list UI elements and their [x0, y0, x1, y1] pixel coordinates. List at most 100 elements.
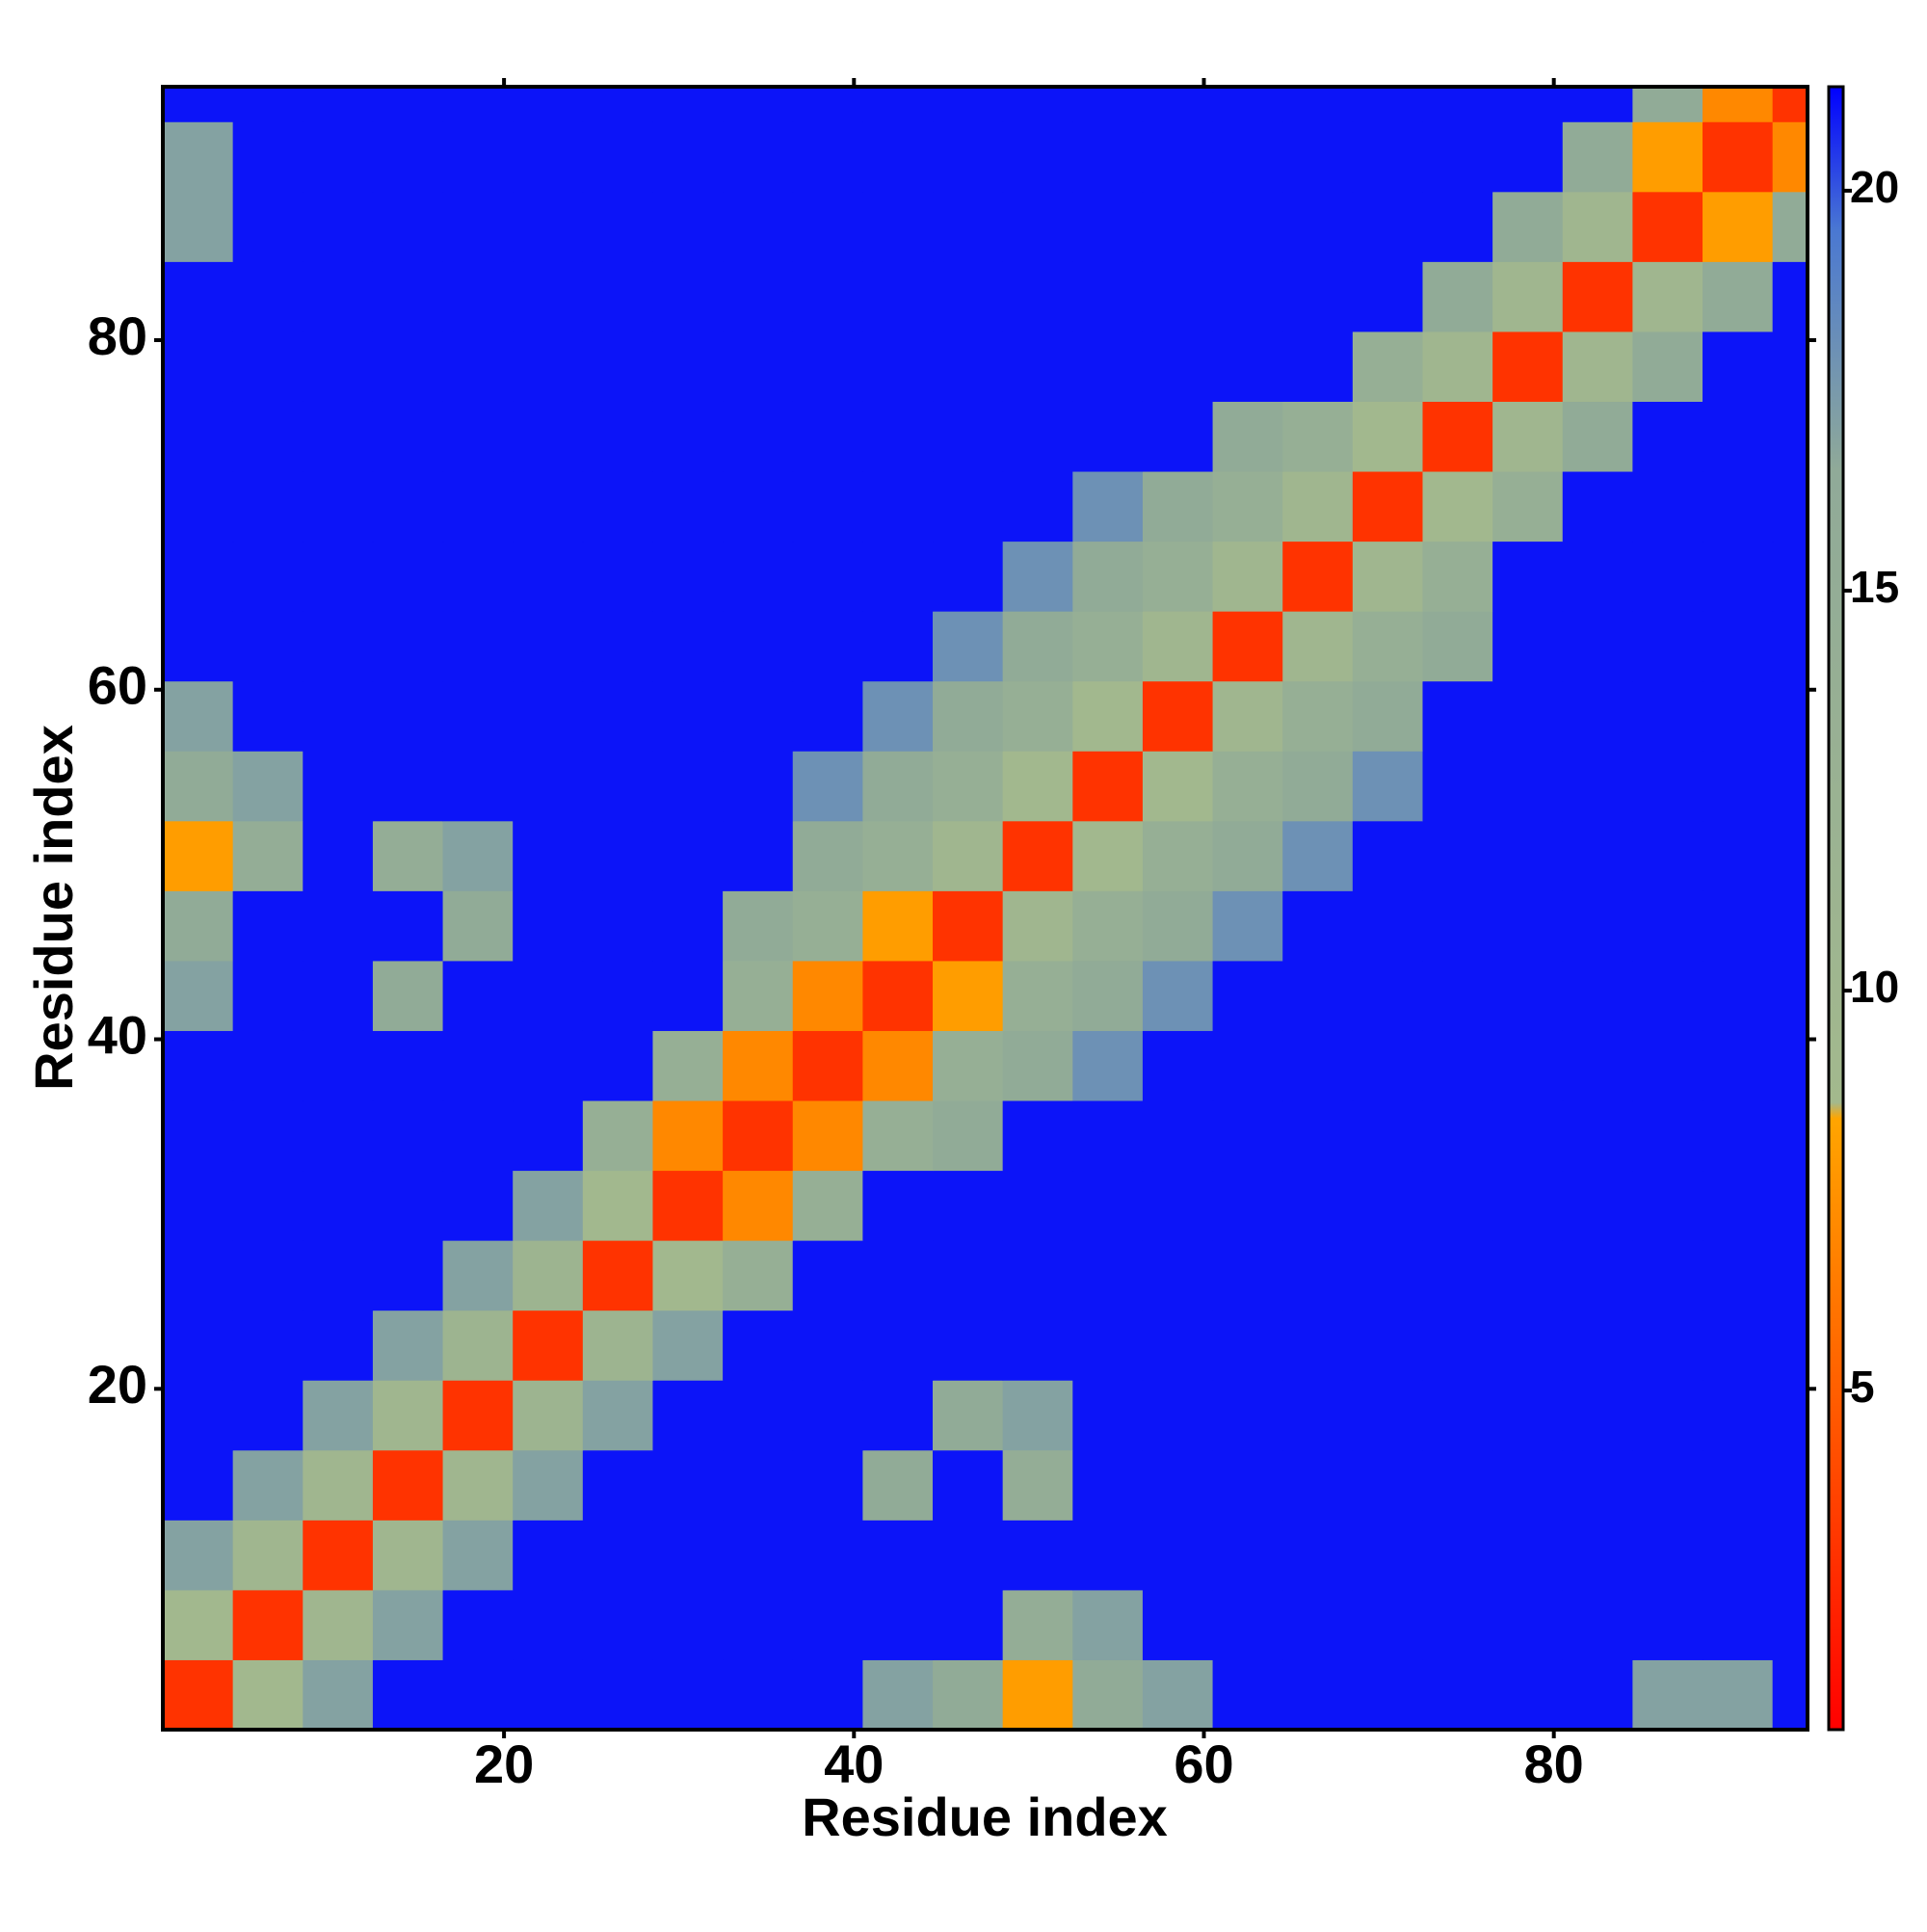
heatmap-cell: [1212, 960, 1283, 1031]
heatmap-cell: [862, 960, 934, 1031]
heatmap-cell: [792, 890, 863, 962]
heatmap-cell: [582, 680, 653, 752]
heatmap-cell: [513, 1449, 584, 1521]
heatmap-cell: [232, 611, 304, 682]
heatmap-cell: [1562, 541, 1633, 612]
heatmap-cell: [232, 191, 304, 262]
heatmap-cell: [792, 541, 863, 612]
heatmap-cell: [792, 1659, 863, 1731]
heatmap-cell: [1492, 1520, 1564, 1591]
heatmap-cell: [1703, 611, 1774, 682]
heatmap-cell: [582, 261, 653, 332]
heatmap-cell: [1072, 401, 1144, 472]
heatmap-cell: [163, 1659, 234, 1731]
heatmap-cell: [1772, 121, 1808, 193]
heatmap-cell: [582, 1589, 653, 1660]
heatmap-cell: [372, 1589, 444, 1660]
heatmap-cell: [513, 261, 584, 332]
heatmap-cell: [442, 401, 514, 472]
heatmap-cell: [933, 541, 1004, 612]
heatmap-cell: [442, 471, 514, 543]
heatmap-cell: [163, 401, 234, 472]
heatmap-cell: [372, 1170, 444, 1241]
heatmap-cell: [1772, 890, 1808, 962]
heatmap-cell: [232, 820, 304, 891]
heatmap-cell: [513, 960, 584, 1031]
heatmap-cell: [862, 331, 934, 402]
heatmap-cell: [163, 960, 234, 1031]
heatmap-cell: [1072, 191, 1144, 262]
heatmap-cell: [1212, 1589, 1283, 1660]
heatmap-cell: [1492, 1310, 1564, 1381]
heatmap-cell: [442, 1589, 514, 1660]
heatmap-cell: [1632, 1310, 1703, 1381]
heatmap-cell: [1002, 1520, 1073, 1591]
heatmap-cell: [933, 1030, 1004, 1101]
heatmap-cell: [933, 401, 1004, 472]
heatmap-cell: [1352, 1030, 1423, 1101]
heatmap-cell: [372, 680, 444, 752]
heatmap-cell: [862, 751, 934, 822]
heatmap-cell: [1212, 121, 1283, 193]
heatmap-cell: [582, 541, 653, 612]
heatmap-cell: [1422, 401, 1493, 472]
heatmap-cell: [1492, 331, 1564, 402]
heatmap-cell: [1002, 751, 1073, 822]
heatmap-cell: [163, 1380, 234, 1451]
heatmap-cell: [163, 331, 234, 402]
heatmap-cell: [582, 751, 653, 822]
heatmap-cell: [1072, 121, 1144, 193]
heatmap-cell: [1422, 1100, 1493, 1172]
heatmap-cell: [1212, 1100, 1283, 1172]
heatmap-cell: [933, 261, 1004, 332]
heatmap-cell: [372, 401, 444, 472]
heatmap-cell: [652, 960, 724, 1031]
heatmap-cell: [1212, 611, 1283, 682]
heatmap-cell: [513, 1030, 584, 1101]
heatmap-cell: [513, 1659, 584, 1731]
heatmap-cell: [1072, 87, 1144, 122]
heatmap-cell: [862, 1449, 934, 1521]
heatmap-cell: [1352, 1240, 1423, 1311]
heatmap-cell: [1282, 890, 1354, 962]
heatmap-cell: [1212, 890, 1283, 962]
heatmap-cell: [303, 191, 374, 262]
heatmap-cell: [862, 191, 934, 262]
heatmap-cell: [1772, 1030, 1808, 1101]
heatmap-cell: [1703, 1380, 1774, 1451]
heatmap-cell: [1772, 331, 1808, 402]
heatmap-cell: [652, 1310, 724, 1381]
heatmap-cell: [933, 680, 1004, 752]
heatmap-cell: [1002, 121, 1073, 193]
heatmap-cell: [1492, 751, 1564, 822]
heatmap-cell: [1212, 1240, 1283, 1311]
heatmap-cell: [303, 261, 374, 332]
heatmap-cell: [303, 1100, 374, 1172]
heatmap-cell: [1422, 541, 1493, 612]
heatmap-cell: [1562, 820, 1633, 891]
heatmap-cell: [372, 541, 444, 612]
heatmap-cell: [1703, 87, 1774, 122]
heatmap-cell: [1212, 541, 1283, 612]
heatmap-cell: [1142, 1659, 1214, 1731]
heatmap-cell: [933, 1589, 1004, 1660]
heatmap-cell: [1142, 611, 1214, 682]
heatmap-cell: [1072, 1170, 1144, 1241]
heatmap-cell: [1352, 87, 1423, 122]
heatmap-cell: [862, 1100, 934, 1172]
plot-frame: [161, 85, 1809, 1732]
heatmap-cell: [1072, 611, 1144, 682]
heatmap-cell: [442, 1100, 514, 1172]
heatmap-cell: [1142, 1100, 1214, 1172]
heatmap-cell: [1352, 960, 1423, 1031]
heatmap-cell: [1492, 541, 1564, 612]
heatmap-cell: [933, 1310, 1004, 1381]
heatmap-cell: [792, 1310, 863, 1381]
heatmap-cell: [1562, 1170, 1633, 1241]
heatmap-cell: [1142, 680, 1214, 752]
heatmap-cell: [1422, 1030, 1493, 1101]
heatmap-cell: [232, 541, 304, 612]
heatmap-cell: [1142, 87, 1214, 122]
heatmap-cell: [862, 1520, 934, 1591]
heatmap-cell: [933, 1520, 1004, 1591]
